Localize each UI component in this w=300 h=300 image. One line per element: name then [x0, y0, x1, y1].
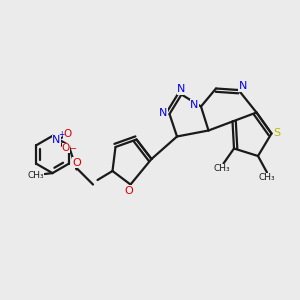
- Text: +: +: [58, 130, 65, 139]
- Text: O: O: [62, 143, 70, 153]
- Text: N: N: [159, 107, 167, 118]
- Text: N: N: [177, 84, 186, 94]
- Text: S: S: [273, 128, 280, 139]
- Text: N: N: [190, 100, 199, 110]
- Text: O: O: [63, 129, 72, 139]
- Text: −: −: [69, 144, 76, 153]
- Text: CH₃: CH₃: [259, 173, 275, 182]
- Text: CH₃: CH₃: [27, 171, 44, 180]
- Text: O: O: [124, 185, 134, 196]
- Text: N: N: [239, 81, 247, 92]
- Text: CH₃: CH₃: [214, 164, 230, 173]
- Text: N: N: [52, 135, 61, 146]
- Text: O: O: [73, 158, 82, 168]
